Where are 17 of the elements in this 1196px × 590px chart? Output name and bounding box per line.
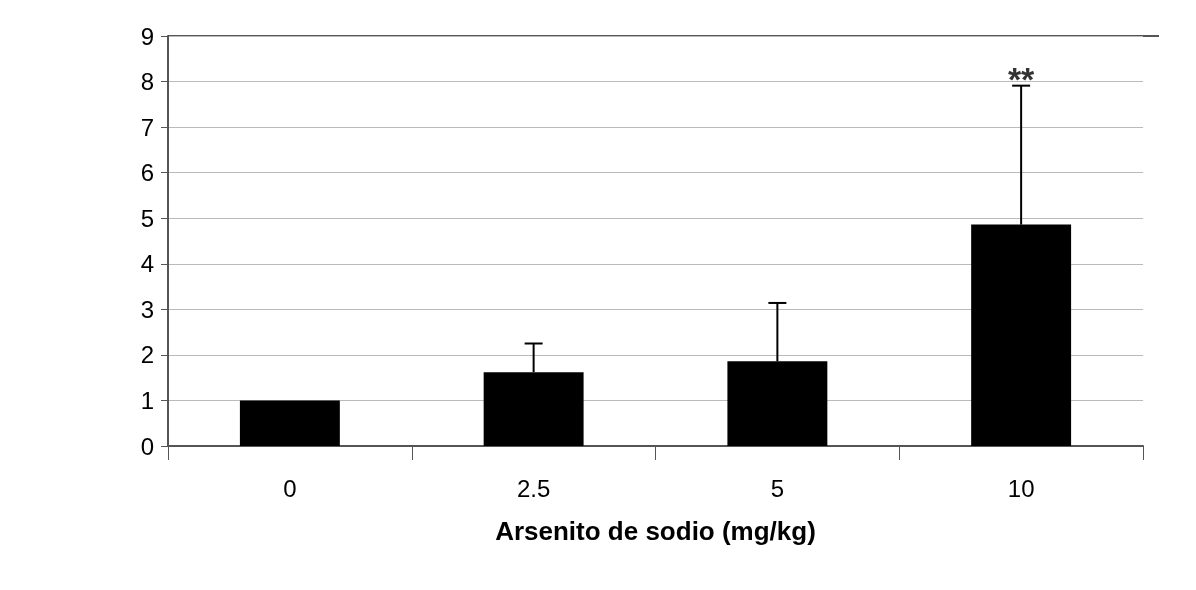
x-tick-label: 5	[770, 474, 785, 502]
x-tick-label: 10	[1007, 474, 1035, 502]
y-tick-label: 5	[140, 204, 154, 232]
y-tick-label: 4	[140, 250, 154, 278]
y-tick-label: 8	[140, 68, 154, 96]
x-axis-title: Arsenito de sodio (mg/kg)	[495, 516, 816, 546]
y-tick-label: 9	[140, 22, 154, 50]
annotation: **	[1007, 59, 1036, 98]
x-tick-label: 2.5	[516, 474, 551, 502]
y-tick-label: 1	[140, 386, 154, 414]
y-tick-label: 2	[140, 341, 154, 369]
y-tick-label: 0	[140, 432, 154, 460]
bar	[239, 400, 340, 446]
x-tick-label: 0	[283, 474, 297, 502]
y-tick-label: 3	[140, 295, 154, 323]
y-tick-label: 7	[140, 113, 154, 141]
y-tick-label: 6	[140, 159, 154, 187]
